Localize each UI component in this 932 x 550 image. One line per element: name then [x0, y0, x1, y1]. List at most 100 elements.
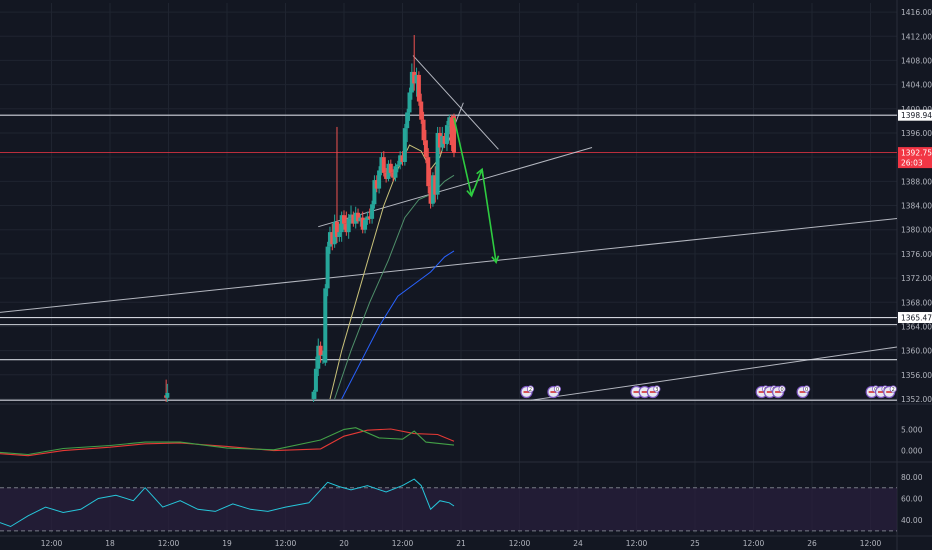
candle-body	[372, 180, 377, 205]
candle-body	[381, 157, 386, 173]
candle-body	[437, 132, 442, 148]
event-count-badge	[889, 385, 897, 393]
projection-arrow	[470, 168, 483, 197]
event-marker[interactable]: 0	[796, 385, 811, 399]
event-count-badge	[526, 385, 535, 393]
candle	[349, 205, 354, 224]
rsi-line	[0, 478, 455, 528]
event-marker[interactable]: 0	[771, 385, 786, 399]
candle	[402, 123, 407, 166]
event-count: 2	[892, 387, 895, 393]
candle	[370, 200, 375, 224]
time-tick-label: 25	[690, 539, 700, 548]
candle	[372, 175, 377, 209]
candle	[386, 160, 391, 182]
event-marker[interactable]: 2	[883, 385, 897, 399]
time-tick-label: 24	[573, 539, 583, 548]
projection-arrow-head	[491, 255, 500, 265]
candle	[423, 129, 428, 164]
candle-body	[379, 157, 384, 171]
candle	[412, 35, 417, 91]
candle-body	[402, 128, 407, 162]
price-tick-label: 1380.000	[901, 226, 932, 235]
candle	[393, 163, 398, 182]
candle-body	[330, 232, 335, 245]
price-tick-label: 1408.000	[901, 56, 932, 65]
candle-body	[349, 214, 354, 219]
price-label-box	[898, 147, 932, 159]
moving-average-line	[341, 250, 455, 400]
price-tick-label: 1368.000	[901, 298, 932, 307]
candle-body	[367, 216, 372, 219]
rsi-tick-label: 40.00	[901, 516, 923, 525]
time-tick-label: 12:00	[743, 539, 765, 548]
candle-body	[351, 214, 356, 224]
time-tick-label: 12:00	[509, 539, 531, 548]
candle	[374, 175, 379, 193]
price-label: 26:03	[901, 159, 923, 168]
candle-body	[414, 74, 419, 84]
time-tick-label: 12:00	[158, 539, 180, 548]
candle	[407, 87, 412, 121]
macd-line	[0, 427, 455, 456]
candle-body	[416, 74, 421, 102]
candle-body	[386, 163, 391, 179]
candle	[344, 211, 349, 236]
candle-body	[449, 117, 454, 146]
event-marker[interactable]: 3	[646, 385, 661, 399]
candle	[435, 126, 440, 200]
event-count: 3	[655, 387, 658, 393]
price-tick-label: 1372.000	[901, 274, 932, 283]
candle	[379, 152, 384, 176]
candle	[334, 126, 339, 244]
price-label: 1365.474	[901, 314, 932, 323]
price-tick-label: 1384.000	[901, 202, 932, 211]
candle	[442, 132, 447, 149]
candle-body	[374, 180, 379, 189]
price-label: 1392.753	[901, 149, 932, 158]
candle	[377, 166, 382, 194]
time-tick-label: 26	[807, 539, 817, 548]
candle-body	[440, 136, 445, 148]
candle	[409, 63, 414, 100]
candle-body	[327, 232, 332, 247]
macd-tick-label: 5.000	[901, 425, 923, 434]
time-tick-label: 12:00	[392, 539, 414, 548]
trendline	[412, 55, 499, 150]
candle-body	[323, 288, 328, 363]
price-tick-label: 1400.000	[901, 105, 932, 114]
candle-body	[423, 140, 428, 158]
candle	[391, 169, 396, 182]
candle-body	[353, 212, 358, 224]
candle	[398, 151, 403, 170]
candle-body	[318, 345, 323, 356]
candle-body	[400, 155, 405, 162]
event-count: 0	[556, 387, 559, 393]
candle	[360, 211, 365, 234]
rsi-tick-label: 60.00	[901, 495, 923, 504]
time-tick-label: 12:00	[626, 539, 648, 548]
event-marker[interactable]: 2	[520, 385, 535, 399]
candle	[316, 338, 321, 377]
trendline	[531, 346, 897, 401]
candle-body	[311, 391, 316, 399]
candle	[426, 148, 431, 194]
candle-body	[391, 172, 396, 178]
candle-body	[332, 221, 337, 245]
time-tick-label: 21	[456, 539, 466, 548]
candle-body	[342, 215, 346, 224]
candle-body	[384, 172, 389, 179]
time-tick-label: 12:00	[860, 539, 882, 548]
candle	[353, 206, 358, 229]
candle	[330, 223, 335, 251]
time-tick-label: 18	[105, 539, 115, 548]
candle	[367, 208, 372, 224]
candle	[351, 211, 356, 227]
time-tick-label: 19	[222, 539, 232, 548]
candle	[419, 93, 424, 124]
event-marker[interactable]: 0	[547, 385, 562, 399]
candle	[323, 284, 328, 366]
event-count-badge	[803, 385, 811, 393]
